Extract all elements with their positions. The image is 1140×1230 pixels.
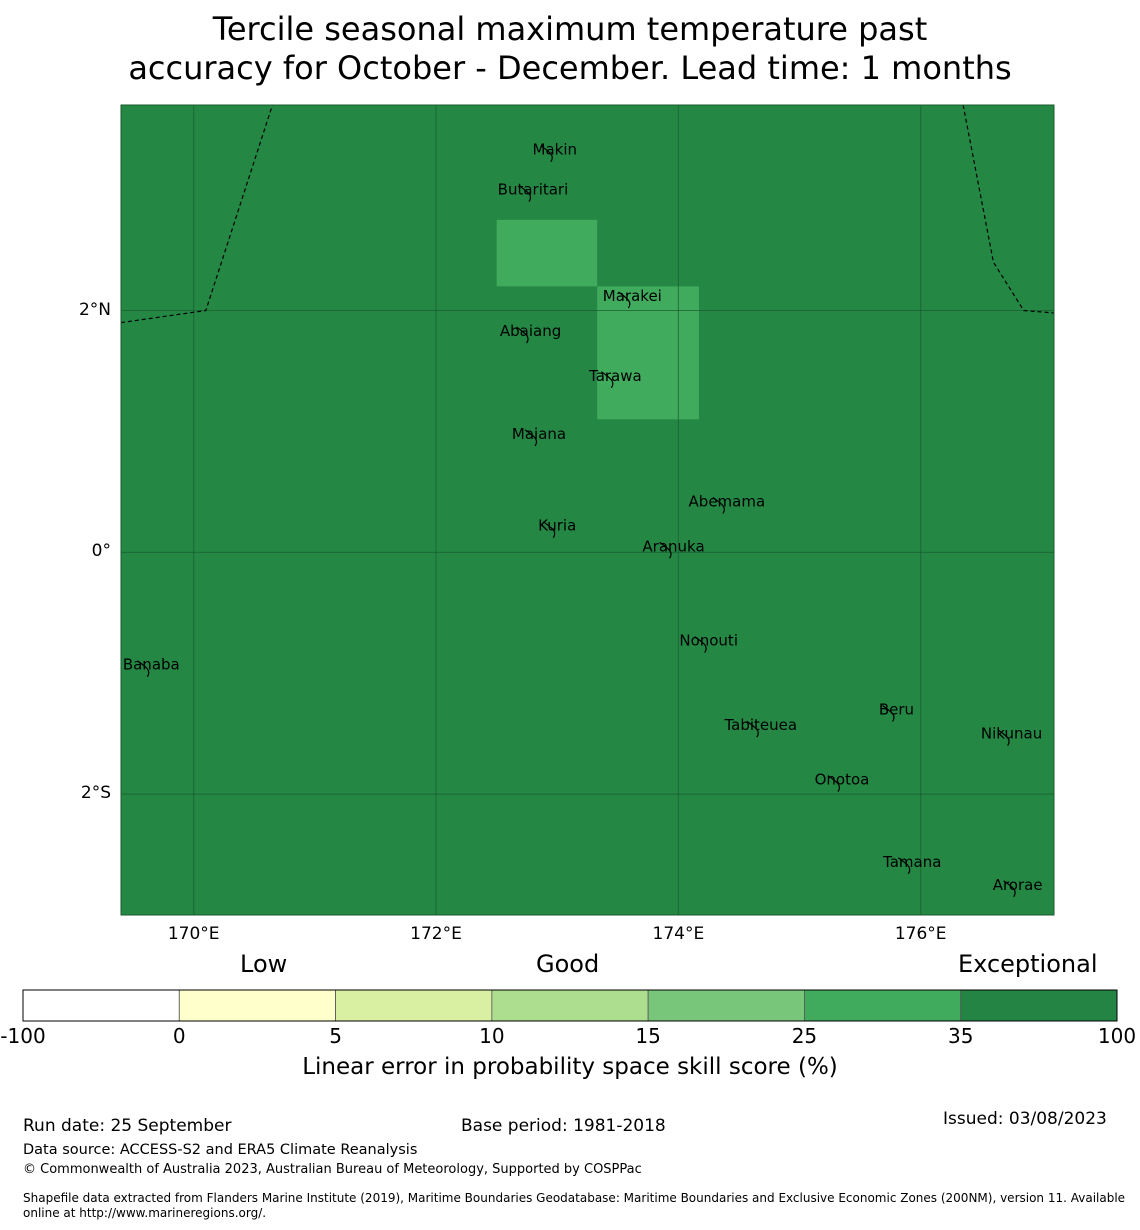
island-label: Onotoa <box>815 771 870 789</box>
island-outline <box>518 185 532 202</box>
island-label: Arorae <box>993 876 1043 894</box>
island-label: Kuria <box>538 517 576 535</box>
base-period: Base period: 1981-2018 <box>461 1116 666 1136</box>
map-title-line2: accuracy for October - December. Lead ti… <box>128 49 1012 87</box>
colorbar-tick-label: 10 <box>479 1024 505 1048</box>
lat-tick-label: 2°S <box>80 783 111 804</box>
island-label: Tarawa <box>588 367 642 385</box>
island-outline <box>601 371 614 389</box>
colorbar-segment <box>804 989 962 1022</box>
colorbar-tick-label: -100 <box>0 1024 46 1048</box>
island-outline <box>136 660 150 678</box>
island-outline <box>540 145 553 163</box>
colorbar-segment <box>178 989 336 1022</box>
island-outline <box>882 704 895 722</box>
island-label: Tamana <box>882 853 941 871</box>
island-label: Nikunau <box>981 725 1042 743</box>
colorbar-frame <box>22 989 1118 1022</box>
colorbar-tick-label: 15 <box>635 1024 661 1048</box>
island-outline <box>746 720 759 738</box>
lat-tick-label: 2°N <box>78 299 111 320</box>
island-label: Nonouti <box>679 632 738 650</box>
island-outline <box>712 497 725 514</box>
island-label: Banaba <box>123 656 180 674</box>
lon-tick-label: 170°E <box>167 924 220 944</box>
shapefile-credit-line2: online at http://www.marineregions.org/. <box>23 1206 267 1220</box>
eez-boundary-line-0 <box>120 104 274 324</box>
map-frame <box>120 104 1055 916</box>
skill-cell-0 <box>496 219 598 287</box>
colorbar-tick-label: 5 <box>329 1024 342 1048</box>
island-label: Abaiang <box>500 322 561 340</box>
shapefile-credit-line1: Shapefile data extracted from Flanders M… <box>23 1191 1126 1205</box>
colorbar-category-exceptional: Exceptional <box>958 950 1098 978</box>
island-outline <box>524 429 538 447</box>
island-label: Tabiteuea <box>723 716 797 734</box>
island-outline <box>659 541 672 559</box>
colorbar-segment <box>960 989 1118 1022</box>
island-label: Makin <box>533 141 578 159</box>
colorbar-title: Linear error in probability space skill … <box>302 1054 838 1080</box>
map-title-line1: Tercile seasonal maximum temperature pas… <box>212 10 928 48</box>
data-source: Data source: ACCESS-S2 and ERA5 Climate … <box>23 1142 418 1158</box>
island-outline <box>542 521 556 539</box>
island-outline <box>997 729 1010 747</box>
lon-tick-label: 172°E <box>410 924 462 944</box>
island-label: Butaritari <box>498 181 569 199</box>
colorbar-tick-label: 25 <box>791 1024 818 1048</box>
lat-tick-label: 0° <box>91 541 111 562</box>
island-label: Beru <box>879 700 914 718</box>
skill-cell-1 <box>597 286 699 420</box>
island-label: Marakei <box>603 287 662 305</box>
colorbar-segment <box>335 989 493 1022</box>
colorbar-segment <box>22 989 180 1022</box>
island-outline <box>617 291 631 309</box>
map-title: Tercile seasonal maximum temperature pas… <box>0 10 1140 88</box>
island-outline <box>516 326 529 344</box>
island-outline <box>1003 880 1016 898</box>
island-label: Aranuka <box>642 537 704 555</box>
colorbar-category-low: Low <box>240 950 288 978</box>
lon-tick-label: 174°E <box>652 924 705 944</box>
island-outline <box>827 775 841 792</box>
island-outline <box>694 636 707 653</box>
lon-tick-label: 176°E <box>894 924 947 944</box>
colorbar-tick-label: 0 <box>172 1024 186 1048</box>
colorbar-tick-label: 100 <box>1097 1024 1137 1048</box>
colorbar-tick-label: 35 <box>947 1024 974 1048</box>
issued-date: Issued: 03/08/2023 <box>943 1109 1107 1129</box>
shapefile-credit: Shapefile data extracted from Flanders M… <box>23 1191 1125 1221</box>
run-date: Run date: 25 September <box>23 1116 232 1136</box>
colorbar-segment <box>491 989 649 1022</box>
island-label: Abemama <box>689 493 766 511</box>
eez-boundary-line-1 <box>962 104 1055 314</box>
island-label: Maiana <box>512 425 566 443</box>
copyright: © Commonwealth of Australia 2023, Austra… <box>23 1162 642 1177</box>
colorbar-segment <box>647 989 805 1022</box>
island-outline <box>897 857 911 875</box>
colorbar-category-good: Good <box>536 950 600 978</box>
